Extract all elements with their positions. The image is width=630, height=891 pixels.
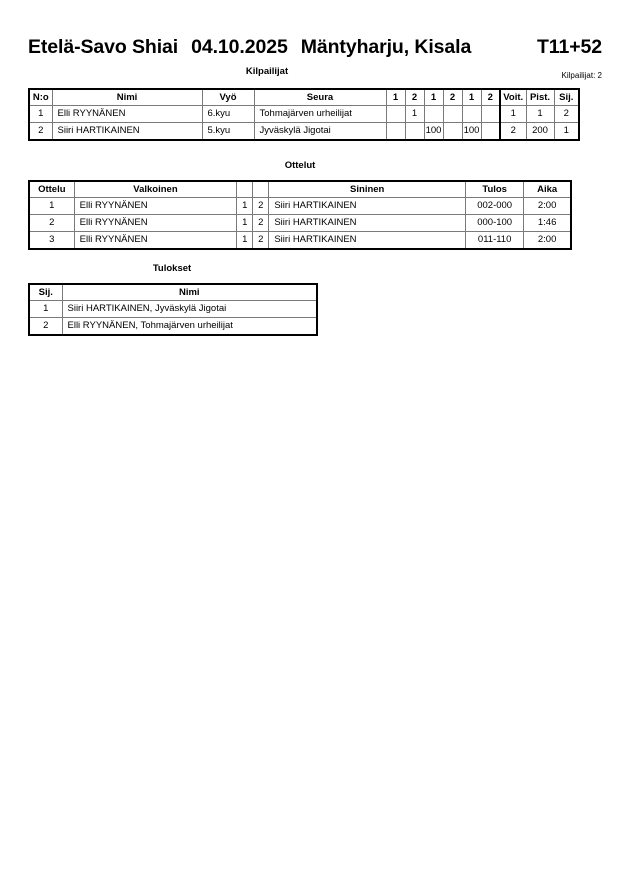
col-header-time: Aika (523, 181, 572, 198)
page-header: Etelä-Savo Shiai 04.10.2025 Mäntyharju, … (0, 36, 630, 84)
col-header-belt: Vyö (201, 89, 255, 106)
cell-rank: 1 (28, 300, 63, 318)
page-title: Etelä-Savo Shiai 04.10.2025 Mäntyharju, … (28, 36, 602, 59)
cell-time: 2:00 (523, 231, 572, 250)
cell-points: 1 (525, 105, 555, 123)
col-header-name: Nimi (61, 284, 318, 301)
col-header-score-1 (236, 181, 254, 198)
cell-match-number: 1 (28, 197, 75, 215)
matches-table: Ottelu Valkoinen Sininen Tulos Aika 1 El… (28, 180, 572, 250)
cell-score-2: 2 (252, 214, 270, 232)
table-row: 2 Elli RYYNÄNEN 1 2 Siiri HARTIKAINEN 00… (28, 214, 572, 232)
cell-name: Elli RYYNÄNEN (51, 105, 203, 123)
cell-rank: 2 (28, 317, 63, 336)
table-row: 1 Siiri HARTIKAINEN, Jyväskylä Jigotai (28, 300, 318, 318)
col-header-result: Tulos (465, 181, 525, 198)
cell-wins: 1 (499, 105, 527, 123)
cell-match-1 (385, 105, 406, 123)
col-header-match-3: 1 (423, 89, 444, 106)
section-heading-matches: Ottelut (284, 160, 316, 171)
cell-match-5: 100 (461, 122, 482, 141)
cell-match-1 (385, 122, 406, 141)
cell-no: 1 (28, 105, 53, 123)
cell-name: Siiri HARTIKAINEN, Jyväskylä Jigotai (61, 300, 318, 318)
col-header-match-5: 1 (461, 89, 482, 106)
cell-match-6 (480, 105, 501, 123)
cell-match-3: 100 (423, 122, 444, 141)
cell-white: Elli RYYNÄNEN (73, 231, 238, 250)
cell-points: 200 (525, 122, 555, 141)
table-header-row: Ottelu Valkoinen Sininen Tulos Aika (28, 181, 572, 198)
cell-match-number: 3 (28, 231, 75, 250)
col-header-wins: Voit. (499, 89, 527, 106)
cell-blue: Siiri HARTIKAINEN (268, 231, 467, 250)
cell-time: 1:46 (523, 214, 572, 232)
table-header-row: Sij. Nimi (28, 284, 318, 301)
cell-club: Tohmajärven urheilijat (253, 105, 387, 123)
col-header-match-6: 2 (480, 89, 501, 106)
cell-match-number: 2 (28, 214, 75, 232)
table-row: 1 Elli RYYNÄNEN 6.kyu Tohmajärven urheil… (28, 105, 580, 123)
col-header-white: Valkoinen (73, 181, 238, 198)
cell-result: 002-000 (465, 197, 525, 215)
table-header-row: N:o Nimi Vyö Seura 1 2 1 2 1 2 Voit. Pis… (28, 89, 580, 106)
cell-match-2 (404, 122, 425, 141)
col-header-blue: Sininen (268, 181, 467, 198)
title-event-date: 04.10.2025 (191, 36, 288, 58)
col-header-name: Nimi (51, 89, 203, 106)
col-header-points: Pist. (525, 89, 555, 106)
cell-match-5 (461, 105, 482, 123)
table-row: 1 Elli RYYNÄNEN 1 2 Siiri HARTIKAINEN 00… (28, 197, 572, 215)
cell-name: Elli RYYNÄNEN, Tohmajärven urheilijat (61, 317, 318, 336)
cell-match-4 (442, 105, 463, 123)
section-heading-results: Tulokset (152, 263, 192, 274)
col-header-rank: Sij. (553, 89, 580, 106)
cell-match-2: 1 (404, 105, 425, 123)
col-header-club: Seura (253, 89, 387, 106)
cell-score-2: 2 (252, 231, 270, 250)
cell-rank: 1 (553, 122, 580, 141)
title-event-name: Etelä-Savo Shiai (28, 36, 179, 58)
title-event-place: Mäntyharju, Kisala (300, 36, 472, 58)
title-category: T11+52 (536, 36, 602, 58)
col-header-match-4: 2 (442, 89, 463, 106)
cell-white: Elli RYYNÄNEN (73, 197, 238, 215)
cell-score-1: 1 (236, 197, 254, 215)
cell-name: Siiri HARTIKAINEN (51, 122, 203, 141)
cell-score-1: 1 (236, 231, 254, 250)
col-header-match-number: Ottelu (28, 181, 75, 198)
competitors-table: N:o Nimi Vyö Seura 1 2 1 2 1 2 Voit. Pis… (28, 88, 580, 141)
cell-score-1: 1 (236, 214, 254, 232)
cell-time: 2:00 (523, 197, 572, 215)
cell-result: 011-110 (465, 231, 525, 250)
competitor-count-label: Kilpailijat: 2 (561, 71, 602, 80)
cell-score-2: 2 (252, 197, 270, 215)
cell-club: Jyväskylä Jigotai (253, 122, 387, 141)
cell-match-4 (442, 122, 463, 141)
results-table: Sij. Nimi 1 Siiri HARTIKAINEN, Jyväskylä… (28, 283, 318, 336)
cell-wins: 2 (499, 122, 527, 141)
col-header-no: N:o (28, 89, 53, 106)
cell-no: 2 (28, 122, 53, 141)
col-header-score-2 (252, 181, 270, 198)
col-header-rank: Sij. (28, 284, 63, 301)
cell-blue: Siiri HARTIKAINEN (268, 214, 467, 232)
table-row: 2 Elli RYYNÄNEN, Tohmajärven urheilijat (28, 317, 318, 336)
cell-blue: Siiri HARTIKAINEN (268, 197, 467, 215)
table-row: 3 Elli RYYNÄNEN 1 2 Siiri HARTIKAINEN 01… (28, 231, 572, 250)
cell-belt: 6.kyu (201, 105, 255, 123)
col-header-match-1: 1 (385, 89, 406, 106)
cell-white: Elli RYYNÄNEN (73, 214, 238, 232)
section-heading-competitors: Kilpailijat (245, 66, 289, 77)
table-row: 2 Siiri HARTIKAINEN 5.kyu Jyväskylä Jigo… (28, 122, 580, 141)
cell-rank: 2 (553, 105, 580, 123)
cell-match-3 (423, 105, 444, 123)
col-header-match-2: 2 (404, 89, 425, 106)
cell-belt: 5.kyu (201, 122, 255, 141)
cell-result: 000-100 (465, 214, 525, 232)
cell-match-6 (480, 122, 501, 141)
